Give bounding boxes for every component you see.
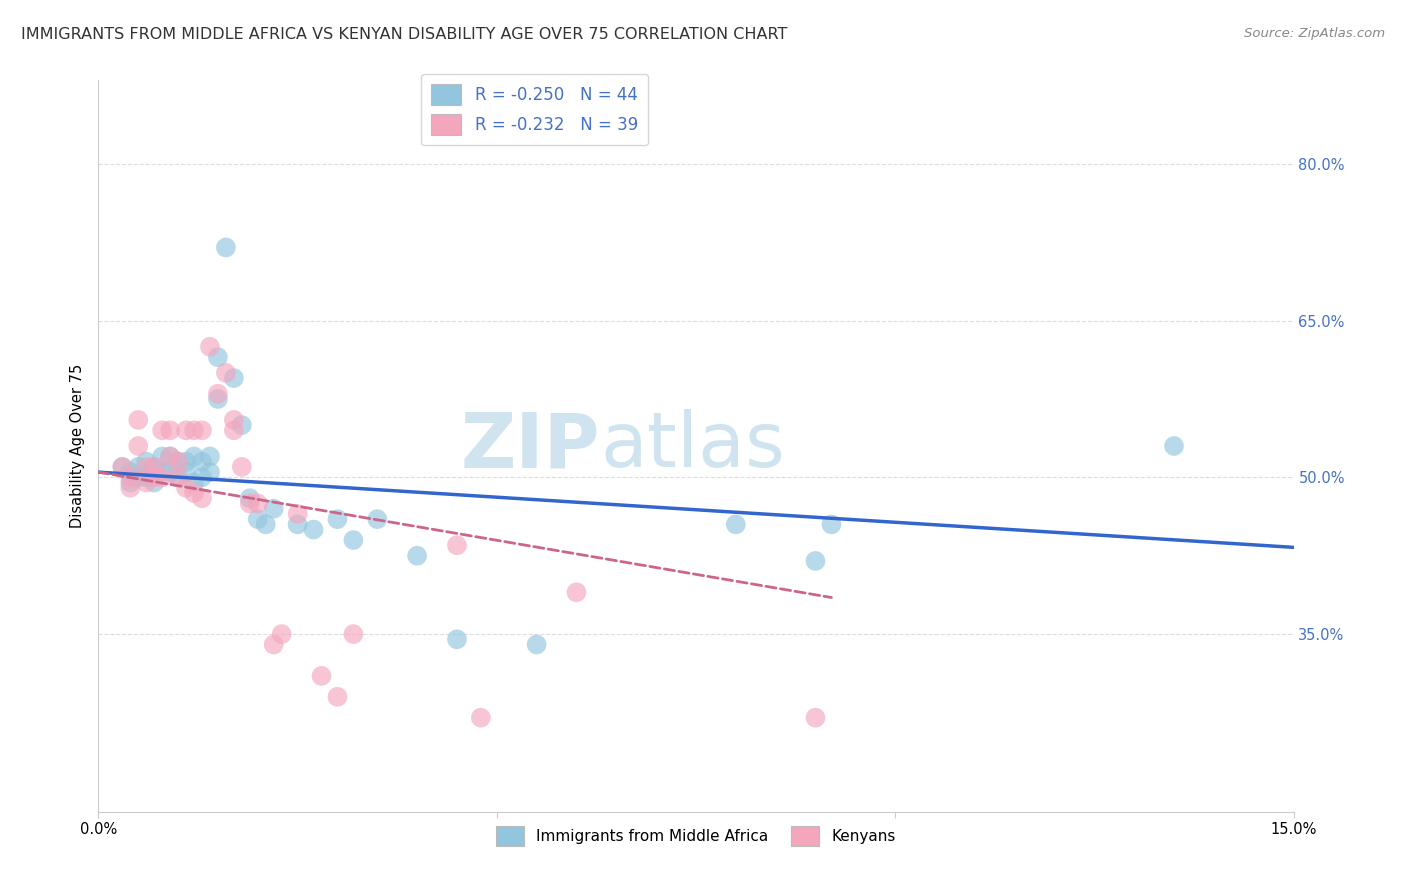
Point — [207, 350, 229, 364]
Point — [150, 450, 173, 464]
Point — [207, 386, 229, 401]
Point — [183, 486, 205, 500]
Point — [311, 669, 333, 683]
Point — [159, 423, 181, 437]
Point — [406, 549, 429, 563]
Point — [183, 450, 205, 464]
Point — [159, 465, 181, 479]
Point — [183, 475, 205, 490]
Point — [159, 450, 181, 464]
Point — [446, 538, 468, 552]
Point — [167, 470, 190, 484]
Point — [127, 413, 149, 427]
Point — [215, 366, 238, 380]
Point — [287, 517, 309, 532]
Point — [820, 517, 842, 532]
Point — [302, 523, 325, 537]
Point — [111, 459, 134, 474]
Point — [254, 517, 277, 532]
Point — [804, 554, 827, 568]
Point — [135, 475, 157, 490]
Text: atlas: atlas — [600, 409, 785, 483]
Point — [366, 512, 388, 526]
Point — [120, 475, 142, 490]
Point — [150, 470, 173, 484]
Point — [804, 711, 827, 725]
Point — [191, 423, 214, 437]
Point — [198, 340, 221, 354]
Point — [127, 439, 149, 453]
Point — [111, 459, 134, 474]
Point — [326, 690, 349, 704]
Point — [174, 465, 197, 479]
Point — [231, 418, 253, 433]
Point — [135, 470, 157, 484]
Point — [446, 632, 468, 647]
Point — [207, 392, 229, 406]
Point — [150, 465, 173, 479]
Point — [174, 481, 197, 495]
Point — [174, 455, 197, 469]
Point — [191, 470, 214, 484]
Point — [724, 517, 747, 532]
Point — [222, 371, 245, 385]
Point — [342, 627, 364, 641]
Point — [222, 423, 245, 437]
Legend: Immigrants from Middle Africa, Kenyans: Immigrants from Middle Africa, Kenyans — [491, 820, 901, 852]
Point — [326, 512, 349, 526]
Point — [263, 501, 285, 516]
Point — [127, 470, 149, 484]
Point — [191, 455, 214, 469]
Point — [143, 470, 166, 484]
Point — [143, 475, 166, 490]
Point — [183, 423, 205, 437]
Point — [526, 638, 548, 652]
Point — [222, 413, 245, 427]
Point — [167, 455, 190, 469]
Point — [167, 455, 190, 469]
Point — [198, 450, 221, 464]
Point — [565, 585, 588, 599]
Point — [120, 481, 142, 495]
Text: IMMIGRANTS FROM MIDDLE AFRICA VS KENYAN DISABILITY AGE OVER 75 CORRELATION CHART: IMMIGRANTS FROM MIDDLE AFRICA VS KENYAN … — [21, 27, 787, 42]
Point — [342, 533, 364, 547]
Point — [150, 423, 173, 437]
Point — [174, 423, 197, 437]
Text: ZIP: ZIP — [461, 409, 600, 483]
Point — [239, 496, 262, 510]
Point — [135, 459, 157, 474]
Point — [231, 459, 253, 474]
Point — [159, 450, 181, 464]
Point — [239, 491, 262, 506]
Point — [470, 711, 492, 725]
Point — [287, 507, 309, 521]
Text: Source: ZipAtlas.com: Source: ZipAtlas.com — [1244, 27, 1385, 40]
Point — [167, 470, 190, 484]
Point — [246, 512, 269, 526]
Point — [246, 496, 269, 510]
Y-axis label: Disability Age Over 75: Disability Age Over 75 — [69, 364, 84, 528]
Point — [120, 470, 142, 484]
Point — [135, 455, 157, 469]
Point — [263, 638, 285, 652]
Point — [1163, 439, 1185, 453]
Point — [143, 459, 166, 474]
Point — [215, 240, 238, 254]
Point — [120, 465, 142, 479]
Point — [270, 627, 292, 641]
Point — [191, 491, 214, 506]
Point — [127, 459, 149, 474]
Point — [198, 465, 221, 479]
Point — [143, 459, 166, 474]
